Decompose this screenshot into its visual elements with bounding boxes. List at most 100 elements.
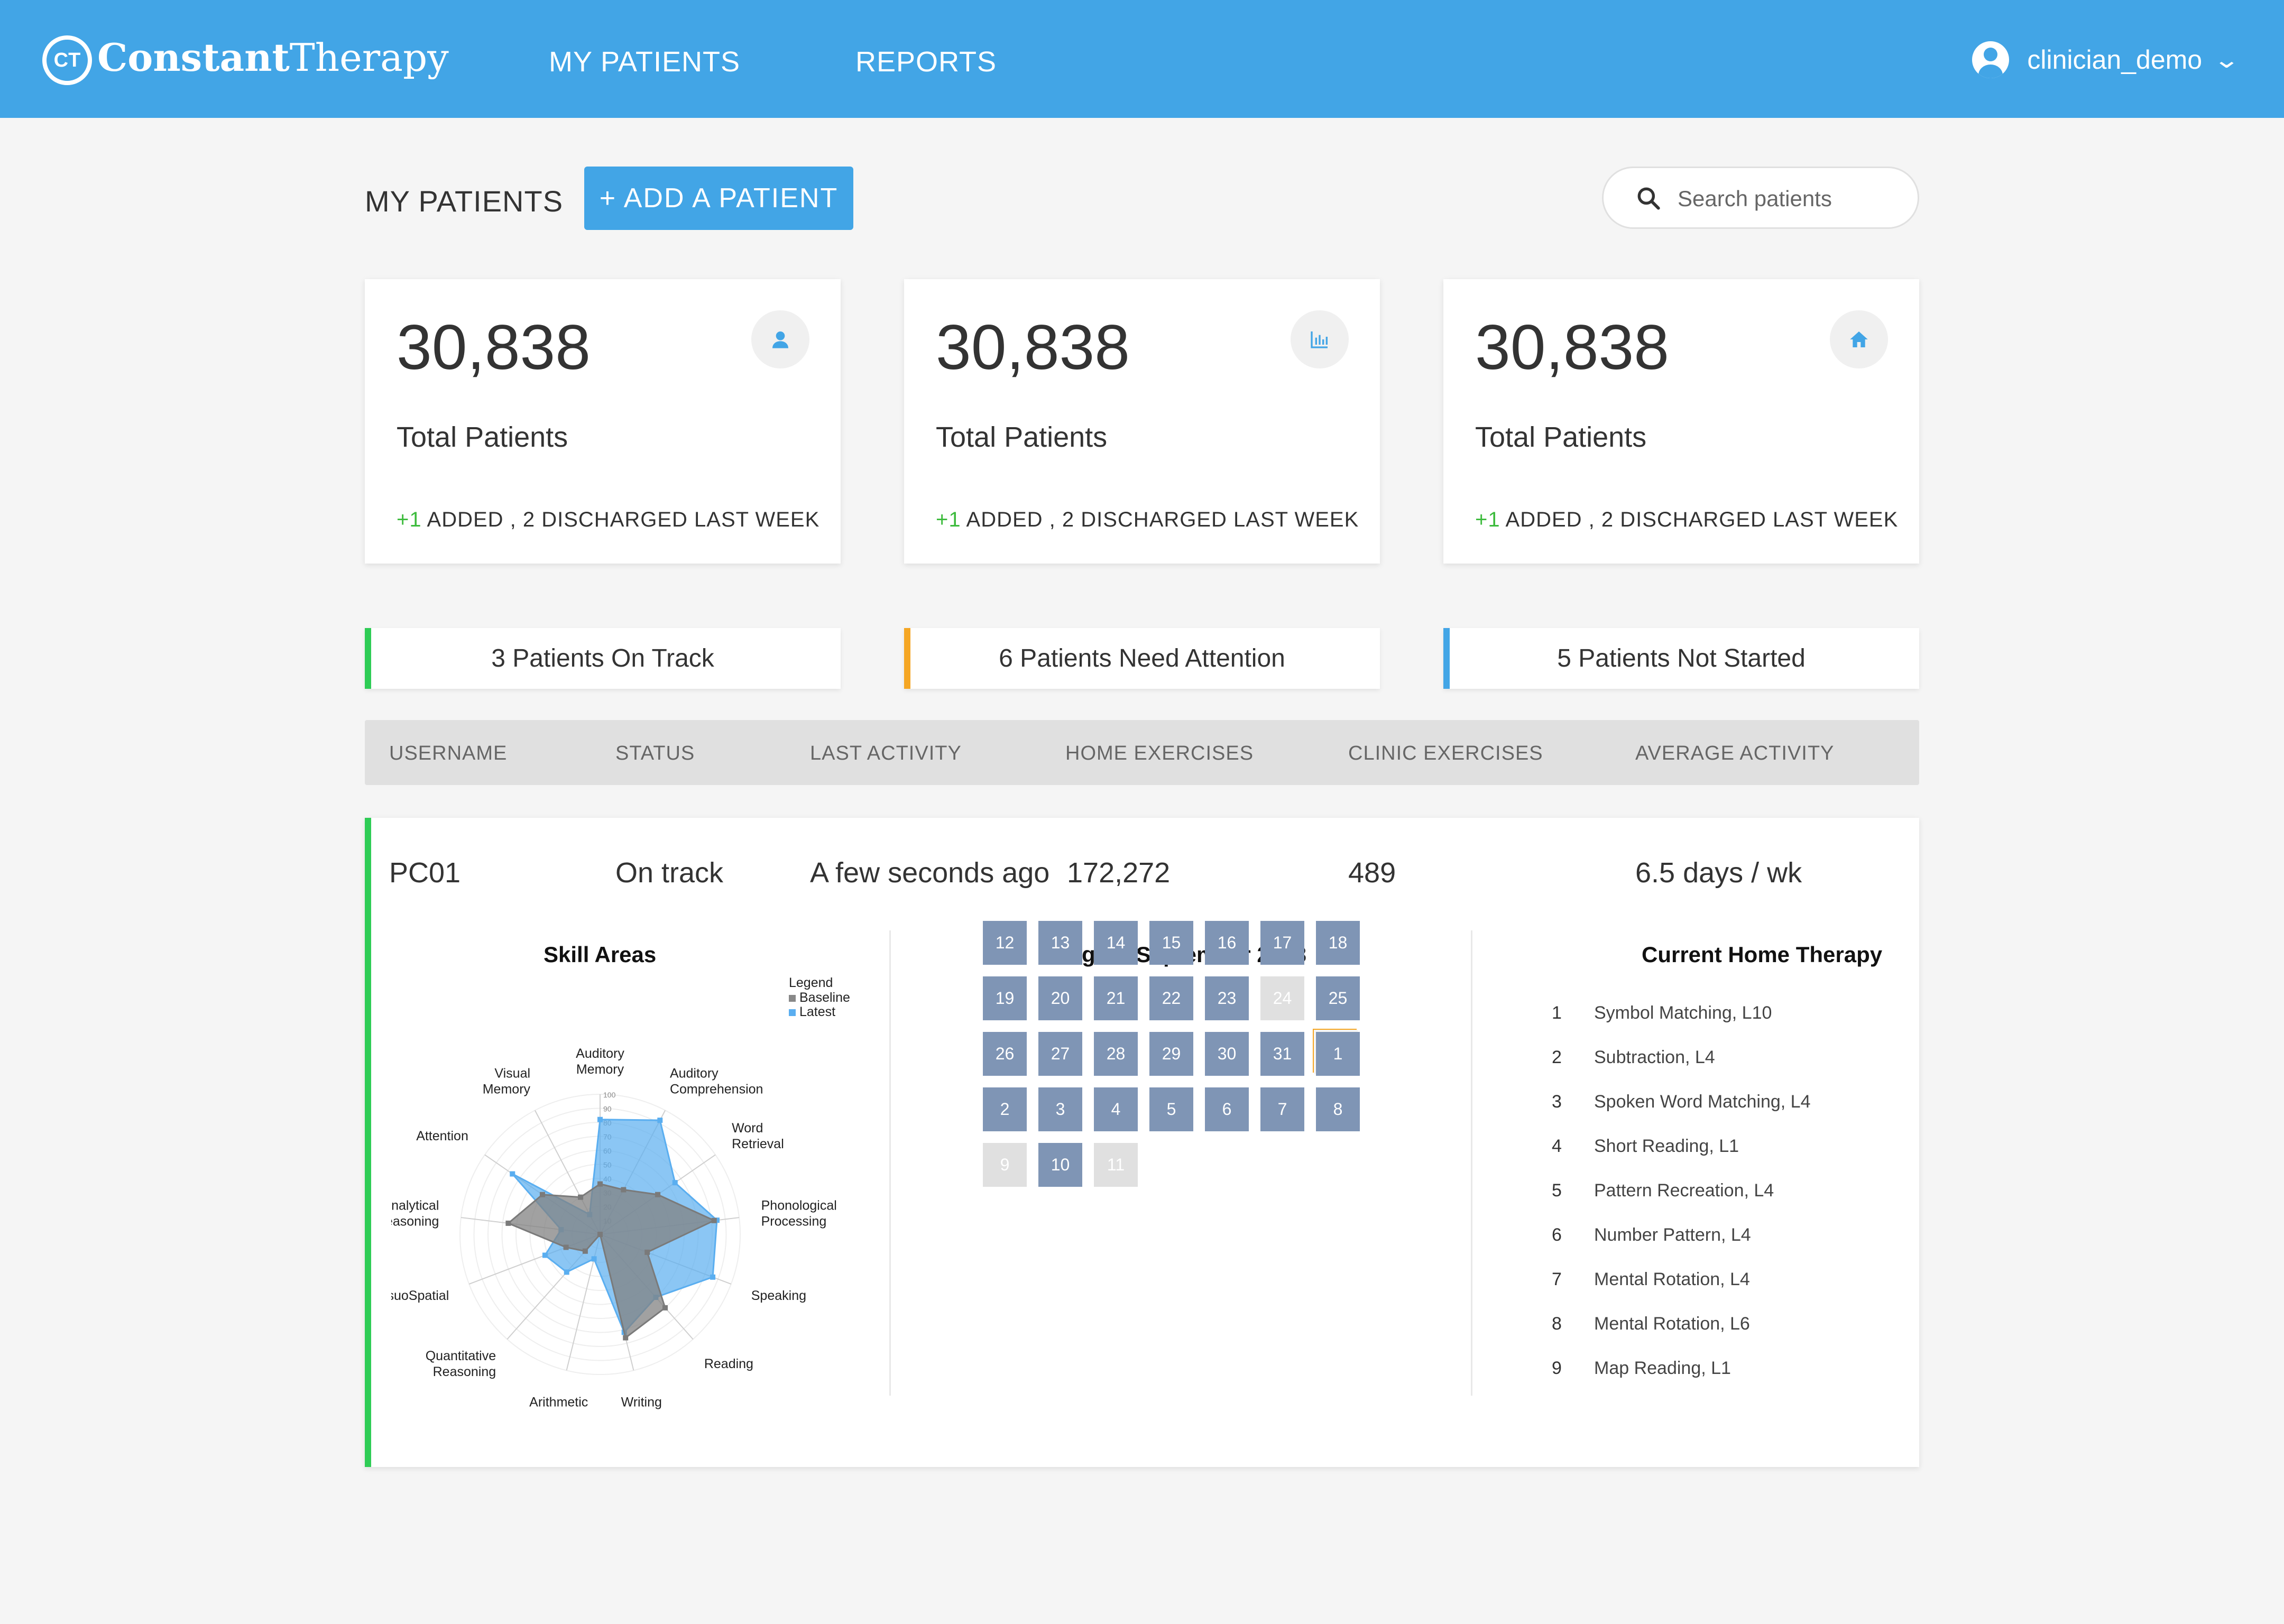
calendar-day[interactable]: 6 xyxy=(1205,1087,1249,1131)
logo-mark[interactable]: CT xyxy=(42,35,92,85)
column-header-status[interactable]: STATUS xyxy=(615,742,695,764)
nav-my-patients[interactable]: MY PATIENTS xyxy=(549,46,741,78)
cell-home-exercises: 172,272 xyxy=(1067,857,1171,889)
nav-reports[interactable]: REPORTS xyxy=(855,46,997,78)
table-row[interactable]: PC01 On track A few seconds ago 172,272 … xyxy=(365,818,1919,1467)
radar-axis-label: Analytical xyxy=(391,1198,439,1213)
calendar-day[interactable]: 11 xyxy=(1094,1143,1138,1187)
calendar-day[interactable]: 16 xyxy=(1205,921,1249,965)
radar-axis-label: Memory xyxy=(483,1082,531,1096)
therapy-item[interactable]: 4 Short Reading, L1 xyxy=(1552,1136,1869,1158)
baseline-series-point xyxy=(563,1244,569,1250)
filter-not-started[interactable]: 5 Patients Not Started xyxy=(1443,628,1919,689)
calendar-day[interactable]: 22 xyxy=(1149,976,1193,1020)
calendar-day[interactable]: 15 xyxy=(1149,921,1193,965)
column-header-last-activity[interactable]: LAST ACTIVITY xyxy=(810,742,962,764)
radar-axis-label: Memory xyxy=(576,1062,624,1077)
baseline-series-point xyxy=(582,1248,588,1254)
logo-bold: Constant xyxy=(97,35,290,80)
calendar-day[interactable]: 8 xyxy=(1316,1087,1360,1131)
therapy-item[interactable]: 9 Map Reading, L1 xyxy=(1552,1358,1869,1380)
column-header-average-activity[interactable]: AVERAGE ACTIVITY xyxy=(1635,742,1835,764)
calendar-day[interactable]: 3 xyxy=(1038,1087,1082,1131)
filter-need-attention[interactable]: 6 Patients Need Attention xyxy=(904,628,1380,689)
calendar-day-today[interactable]: 1 xyxy=(1316,1032,1360,1076)
top-navigation-bar: CT ConstantTherapy MY PATIENTS REPORTS c… xyxy=(0,0,2284,118)
calendar-day[interactable]: 23 xyxy=(1205,976,1249,1020)
search-box[interactable] xyxy=(1602,167,1919,229)
search-icon xyxy=(1637,187,1660,210)
baseline-series xyxy=(506,1183,716,1340)
calendar-day[interactable]: 21 xyxy=(1094,976,1138,1020)
latest-series-point xyxy=(657,1118,663,1123)
cell-username[interactable]: PC01 xyxy=(389,857,461,889)
calendar-day[interactable]: 30 xyxy=(1205,1032,1249,1076)
search-input[interactable] xyxy=(1677,181,1901,217)
therapy-item[interactable]: 1 Symbol Matching, L10 xyxy=(1552,1003,1869,1025)
radar-axis-label: Phonological xyxy=(761,1198,837,1213)
calendar-day[interactable]: 12 xyxy=(983,921,1027,965)
column-header-username[interactable]: USERNAME xyxy=(389,742,508,764)
calendar-day[interactable]: 25 xyxy=(1316,976,1360,1020)
therapy-item-label: Pattern Recreation, L4 xyxy=(1594,1180,1774,1201)
therapy-item[interactable]: 5 Pattern Recreation, L4 xyxy=(1552,1180,1869,1203)
therapy-item[interactable]: 7 Mental Rotation, L4 xyxy=(1552,1269,1869,1291)
therapy-item[interactable]: 2 Subtraction, L4 xyxy=(1552,1047,1869,1069)
therapy-item-number: 3 xyxy=(1552,1092,1562,1112)
logo-wordmark[interactable]: ConstantTherapy xyxy=(97,35,449,80)
therapy-item-number: 2 xyxy=(1552,1047,1562,1067)
bar-chart-icon[interactable] xyxy=(1291,310,1349,368)
therapy-item-label: Mental Rotation, L6 xyxy=(1594,1314,1750,1334)
radar-axis-label: Auditory xyxy=(670,1066,719,1081)
calendar-day[interactable]: 17 xyxy=(1260,921,1304,965)
calendar-day[interactable]: 27 xyxy=(1038,1032,1082,1076)
therapy-item-label: Map Reading, L1 xyxy=(1594,1358,1731,1378)
calendar-day[interactable]: 14 xyxy=(1094,921,1138,965)
table-header: USERNAME STATUS LAST ACTIVITY HOME EXERC… xyxy=(365,720,1919,785)
add-patient-button[interactable]: + ADD A PATIENT xyxy=(584,167,853,230)
legend-swatch-latest xyxy=(789,1009,796,1016)
therapy-item[interactable]: 8 Mental Rotation, L6 xyxy=(1552,1314,1869,1336)
therapy-item-number: 7 xyxy=(1552,1269,1562,1289)
calendar-day[interactable]: 29 xyxy=(1149,1032,1193,1076)
column-header-clinic-exercises[interactable]: CLINIC EXERCISES xyxy=(1348,742,1543,764)
filter-on-track[interactable]: 3 Patients On Track xyxy=(365,628,841,689)
latest-series-point xyxy=(542,1252,548,1258)
calendar-day[interactable]: 26 xyxy=(983,1032,1027,1076)
calendar-day[interactable]: 2 xyxy=(983,1087,1027,1131)
calendar-day[interactable]: 9 xyxy=(983,1143,1027,1187)
stat-subtext: +1 ADDED , 2 DISCHARGED LAST WEEK xyxy=(397,508,820,531)
therapy-item[interactable]: 6 Number Pattern, L4 xyxy=(1552,1225,1869,1247)
cell-average-activity: 6.5 days / wk xyxy=(1635,857,1802,889)
stat-number: 30,838 xyxy=(1475,312,1670,383)
user-icon[interactable] xyxy=(751,310,809,368)
baseline-series-point xyxy=(644,1249,650,1255)
user-menu[interactable]: clinician_demo ⌄ xyxy=(1972,41,2240,78)
calendar-day[interactable]: 31 xyxy=(1260,1032,1304,1076)
page-title: MY PATIENTS xyxy=(365,184,564,218)
column-header-home-exercises[interactable]: HOME EXERCISES xyxy=(1065,742,1254,764)
radar-axis-label: Quantitative xyxy=(426,1349,496,1363)
calendar-day[interactable]: 10 xyxy=(1038,1143,1082,1187)
calendar-day[interactable]: 20 xyxy=(1038,976,1082,1020)
therapy-item-number: 4 xyxy=(1552,1136,1562,1156)
calendar-day[interactable]: 28 xyxy=(1094,1032,1138,1076)
latest-series-point xyxy=(672,1180,678,1186)
calendar-day[interactable]: 18 xyxy=(1316,921,1360,965)
calendar-day[interactable]: 4 xyxy=(1094,1087,1138,1131)
cell-clinic-exercises: 489 xyxy=(1348,857,1396,889)
therapy-item-number: 6 xyxy=(1552,1225,1562,1245)
calendar-day[interactable]: 13 xyxy=(1038,921,1082,965)
latest-series-point xyxy=(591,1256,597,1262)
chevron-down-icon: ⌄ xyxy=(2213,47,2241,73)
calendar-day[interactable]: 19 xyxy=(983,976,1027,1020)
calendar-day[interactable]: 5 xyxy=(1149,1087,1193,1131)
calendar-day[interactable]: 24 xyxy=(1260,976,1304,1020)
skill-areas-radar-chart: 100908070605040302010 AuditoryMemoryAudi… xyxy=(391,976,850,1409)
radar-axis-label: Visual xyxy=(494,1066,530,1081)
therapy-item-number: 5 xyxy=(1552,1180,1562,1201)
therapy-item[interactable]: 3 Spoken Word Matching, L4 xyxy=(1552,1092,1869,1114)
home-icon[interactable] xyxy=(1830,310,1888,368)
filter-label: 3 Patients On Track xyxy=(491,644,714,672)
calendar-day[interactable]: 7 xyxy=(1260,1087,1304,1131)
